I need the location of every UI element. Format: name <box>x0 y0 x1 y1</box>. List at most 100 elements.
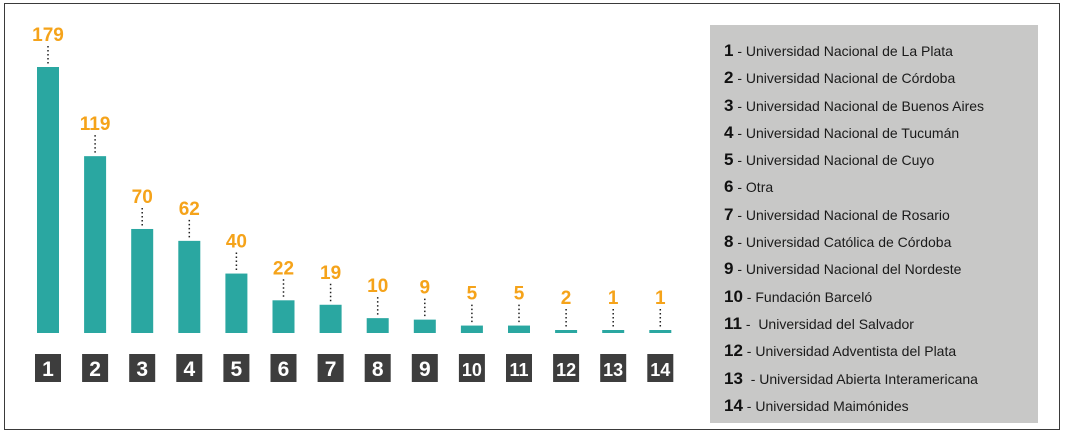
bar-3 <box>131 228 154 333</box>
legend-number: 1 <box>724 41 734 60</box>
category-box-11 <box>506 354 532 382</box>
category-box-3 <box>129 354 156 382</box>
legend-item: 10 - Fundación Barceló <box>724 283 1038 310</box>
legend-label: - Universidad Católica de Córdoba <box>733 234 952 251</box>
category-label-4: 4 <box>183 358 195 381</box>
category-box-14 <box>647 354 674 382</box>
legend-item: 13 - Universidad Abierta Interamericana <box>724 365 1038 392</box>
bar-6 <box>272 300 295 333</box>
legend-number: 6 <box>724 177 734 197</box>
legend-label: - Universidad Abierta Interamericana <box>742 370 978 387</box>
legend-label: - Universidad Nacional de Tucumán <box>733 124 960 141</box>
legend-number: 9 <box>724 259 734 279</box>
value-label-4: 62 <box>179 199 200 220</box>
bar-2 <box>84 156 107 333</box>
value-label-5: 40 <box>226 232 247 253</box>
value-label-6: 22 <box>273 258 294 279</box>
category-label-13: 13 <box>603 360 623 380</box>
legend-label: - Universidad Nacional del Nordeste <box>733 261 962 278</box>
value-label-8: 10 <box>367 276 388 297</box>
value-label-13: 1 <box>608 288 619 309</box>
bar-11 <box>508 325 530 333</box>
legend-number: 10 <box>724 286 743 306</box>
category-label-9: 9 <box>419 358 431 381</box>
legend-item: 1 - Universidad Nacional de La Plata <box>724 37 1038 64</box>
legend-label: - Universidad Adventista del Plata <box>742 343 957 360</box>
category-label-12: 12 <box>556 360 576 380</box>
legend-item: 7 - Universidad Nacional de Rosario <box>724 201 1038 228</box>
category-label-2: 2 <box>89 358 101 381</box>
legend-number: 5 <box>724 150 734 170</box>
category-box-9 <box>411 354 438 382</box>
legend-item: 2 - Universidad Nacional de Córdoba <box>724 64 1038 91</box>
category-box-8 <box>364 354 391 382</box>
legend-label: - Universidad Nacional de Rosario <box>733 206 950 223</box>
category-label-7: 7 <box>325 358 337 381</box>
value-label-11: 5 <box>514 284 525 305</box>
legend-label: - Universidad Nacional de Cuyo <box>733 152 935 169</box>
bar-8 <box>366 318 389 333</box>
legend: 1 - Universidad Nacional de La Plata 2 - … <box>710 25 1038 423</box>
category-label-3: 3 <box>136 358 148 381</box>
category-label-5: 5 <box>231 358 243 381</box>
legend-number: 13 <box>724 368 743 388</box>
legend-item: 8 - Universidad Católica de Córdoba <box>724 228 1038 255</box>
category-label-11: 11 <box>509 360 528 380</box>
category-box-1 <box>35 354 61 382</box>
legend-item: 5 - Universidad Nacional de Cuyo <box>724 146 1038 173</box>
legend-label: - Fundación Barceló <box>742 288 873 305</box>
bar-4 <box>178 240 201 333</box>
category-box-13 <box>600 354 627 382</box>
value-label-10: 5 <box>467 284 478 305</box>
category-box-10 <box>458 354 485 382</box>
legend-item: 6 - Otra <box>724 173 1038 200</box>
legend-number: 11 <box>724 313 742 333</box>
bar-5 <box>225 273 248 333</box>
legend-item: 3 - Universidad Nacional de Buenos Aires <box>724 92 1038 119</box>
legend-label: - Otra <box>733 179 774 196</box>
legend-number: 2 <box>724 68 734 88</box>
bar-13 <box>602 330 625 333</box>
category-label-10: 10 <box>462 360 482 380</box>
legend-number: 3 <box>724 95 734 115</box>
category-label-14: 14 <box>650 360 670 380</box>
category-box-5 <box>223 354 250 382</box>
legend-label: - Universidad Nacional de La Plata <box>733 43 953 59</box>
value-label-1: 179 <box>32 25 64 46</box>
bar-12 <box>555 330 578 333</box>
bar-14 <box>649 330 672 333</box>
legend-item: 9 - Universidad Nacional del Nordeste <box>724 255 1038 282</box>
category-box-12 <box>553 354 580 382</box>
bar-9 <box>413 319 436 333</box>
legend-label: - Universidad Maimónides <box>742 397 909 414</box>
legend-item: 11 - Universidad del Salvador <box>724 310 1038 337</box>
legend-item: 14 - Universidad Maimónides <box>724 392 1038 419</box>
legend-number: 4 <box>724 122 734 142</box>
category-box-2 <box>82 354 109 382</box>
legend-number: 12 <box>724 341 743 361</box>
bar-1 <box>37 67 59 333</box>
bar-7 <box>319 304 342 333</box>
bar-10 <box>460 325 483 333</box>
value-label-9: 9 <box>420 278 431 299</box>
legend-item: 12 - Universidad Adventista del Plata <box>724 337 1038 364</box>
legend-label: - Universidad del Salvador <box>741 315 914 332</box>
legend-label: - Universidad Nacional de Buenos Aires <box>733 97 985 114</box>
value-label-3: 70 <box>132 187 153 208</box>
category-box-4 <box>176 354 203 382</box>
legend-label: - Universidad Nacional de Córdoba <box>733 70 956 87</box>
category-label-6: 6 <box>278 358 290 381</box>
value-label-12: 2 <box>561 288 572 309</box>
value-label-7: 19 <box>320 263 341 284</box>
legend-number: 14 <box>724 395 743 415</box>
legend-number: 7 <box>724 204 734 224</box>
category-box-7 <box>317 354 344 382</box>
legend-number: 8 <box>724 232 734 252</box>
category-label-1: 1 <box>42 358 54 381</box>
value-label-2: 119 <box>80 114 111 135</box>
category-label-8: 8 <box>372 358 384 381</box>
category-box-6 <box>270 354 297 382</box>
value-label-14: 1 <box>655 288 666 309</box>
bar-chart: 179 1 119 2 70 3 62 4 40 5 22 6 19 7 10 8 9 9 5 10 5 11 2 12 1 13… <box>32 25 674 382</box>
legend-item: 4 - Universidad Nacional de Tucumán <box>724 119 1038 146</box>
